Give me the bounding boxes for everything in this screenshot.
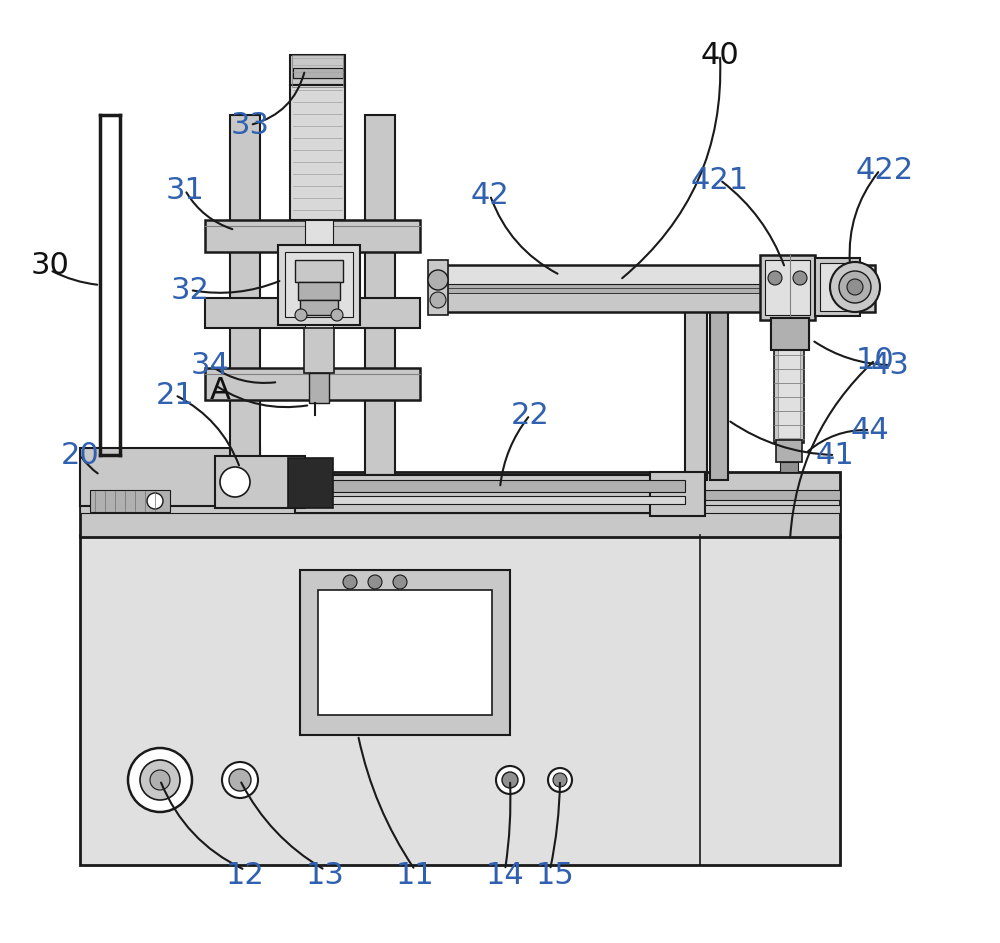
- Bar: [650, 472, 705, 516]
- Bar: [290, 55, 345, 85]
- Text: 32: 32: [171, 275, 209, 305]
- Circle shape: [847, 279, 863, 295]
- Bar: [278, 245, 360, 325]
- Circle shape: [147, 493, 163, 509]
- Circle shape: [393, 575, 407, 589]
- Bar: [295, 475, 685, 513]
- Text: 10: 10: [856, 345, 894, 374]
- Circle shape: [553, 773, 567, 787]
- Bar: [285, 252, 353, 317]
- Bar: [300, 570, 510, 735]
- Bar: [298, 282, 340, 300]
- Bar: [80, 472, 840, 537]
- Bar: [80, 448, 260, 506]
- Circle shape: [793, 271, 807, 285]
- Circle shape: [368, 575, 382, 589]
- Bar: [435, 288, 875, 293]
- Bar: [780, 462, 798, 472]
- Text: 41: 41: [816, 440, 854, 470]
- Circle shape: [229, 769, 251, 791]
- Bar: [820, 263, 855, 311]
- Text: 21: 21: [156, 380, 194, 409]
- Circle shape: [140, 760, 180, 800]
- Circle shape: [220, 467, 250, 497]
- Bar: [292, 55, 343, 87]
- Circle shape: [343, 575, 357, 589]
- Circle shape: [128, 748, 192, 812]
- Bar: [435, 292, 875, 312]
- Text: 12: 12: [226, 861, 264, 889]
- Text: 20: 20: [61, 440, 99, 470]
- Bar: [295, 480, 685, 492]
- Bar: [215, 456, 305, 508]
- Bar: [776, 440, 802, 462]
- Circle shape: [295, 309, 307, 321]
- Bar: [205, 298, 420, 328]
- Bar: [205, 220, 420, 252]
- Bar: [435, 265, 875, 287]
- Bar: [428, 260, 448, 315]
- Bar: [205, 368, 420, 400]
- Bar: [230, 115, 260, 475]
- Circle shape: [430, 292, 446, 308]
- Bar: [774, 348, 804, 443]
- Bar: [778, 348, 800, 438]
- Bar: [290, 85, 345, 220]
- Circle shape: [331, 309, 343, 321]
- Bar: [305, 220, 333, 360]
- Text: A: A: [210, 375, 230, 405]
- Text: 43: 43: [871, 351, 909, 379]
- Text: 31: 31: [166, 175, 204, 205]
- Bar: [765, 260, 810, 315]
- Circle shape: [428, 270, 448, 290]
- Circle shape: [502, 772, 518, 788]
- Bar: [815, 258, 860, 316]
- Bar: [710, 280, 728, 480]
- Text: 44: 44: [851, 416, 889, 444]
- Text: 11: 11: [396, 861, 434, 889]
- Circle shape: [222, 762, 258, 798]
- Bar: [365, 115, 395, 475]
- Text: 14: 14: [486, 861, 524, 889]
- Bar: [304, 328, 334, 373]
- Circle shape: [830, 262, 880, 312]
- Bar: [288, 458, 333, 508]
- Bar: [685, 280, 707, 480]
- Bar: [760, 255, 815, 320]
- Bar: [80, 490, 840, 500]
- Bar: [80, 505, 840, 513]
- Text: 13: 13: [306, 861, 344, 889]
- Bar: [293, 68, 343, 78]
- Bar: [771, 318, 809, 350]
- Bar: [771, 318, 809, 348]
- Text: 33: 33: [231, 110, 270, 140]
- Circle shape: [150, 770, 170, 790]
- Bar: [318, 590, 492, 715]
- Text: 30: 30: [31, 251, 69, 279]
- Circle shape: [768, 271, 782, 285]
- Circle shape: [839, 271, 871, 303]
- Text: 22: 22: [511, 401, 549, 429]
- Bar: [309, 373, 329, 403]
- Text: 421: 421: [691, 166, 749, 194]
- Text: 40: 40: [701, 41, 739, 70]
- Text: 422: 422: [856, 156, 914, 185]
- Text: 42: 42: [471, 180, 509, 209]
- Text: 34: 34: [191, 351, 229, 379]
- Bar: [300, 300, 338, 315]
- Bar: [90, 490, 170, 512]
- Circle shape: [496, 766, 524, 794]
- Circle shape: [548, 768, 572, 792]
- Text: 15: 15: [536, 861, 574, 889]
- Bar: [435, 284, 875, 292]
- Bar: [80, 535, 840, 865]
- Bar: [295, 260, 343, 282]
- Bar: [295, 496, 685, 504]
